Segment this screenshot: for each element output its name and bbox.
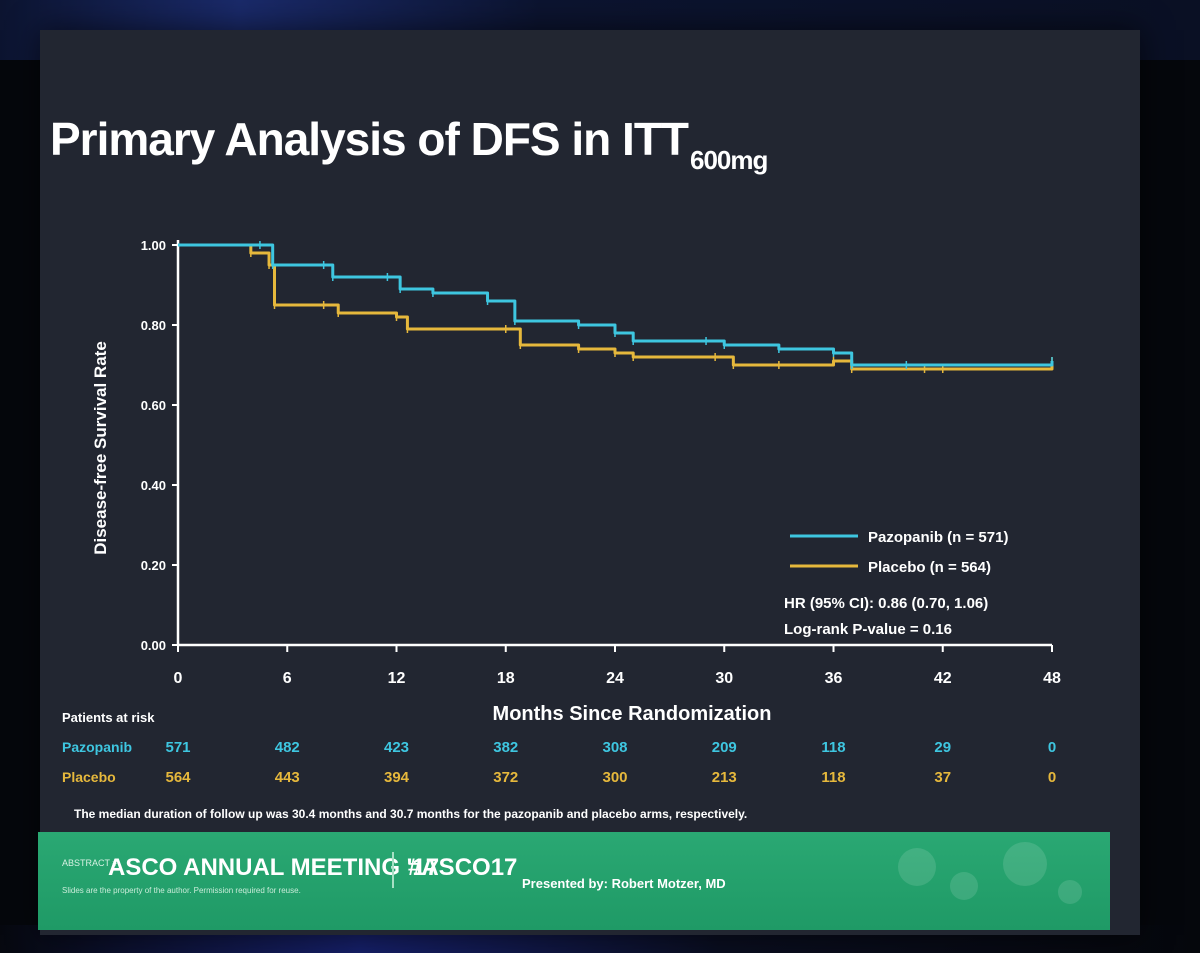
x-tick-label: 48 <box>1043 670 1061 687</box>
x-tick-label: 36 <box>825 670 843 687</box>
footnote: The median duration of follow up was 30.… <box>74 807 747 821</box>
at-risk-count-placebo: 118 <box>821 769 845 786</box>
slide-title-text: Primary Analysis of DFS in ITT <box>50 113 689 165</box>
footer-abstract-label: ABSTRACT # <box>62 858 118 868</box>
at-risk-count-placebo: 372 <box>493 769 518 786</box>
slide-title-subscript: 600mg <box>690 145 768 175</box>
at-risk-count-pazopanib: 482 <box>275 739 300 756</box>
at-risk-count-placebo: 0 <box>1048 769 1056 786</box>
x-tick-label: 24 <box>606 670 624 687</box>
x-tick-label: 12 <box>388 670 406 687</box>
at-risk-count-pazopanib: 118 <box>821 739 845 756</box>
p-value-annotation: Log-rank P-value = 0.16 <box>784 621 952 638</box>
decorative-bubble <box>950 872 978 900</box>
at-risk-count-placebo: 443 <box>275 769 300 786</box>
at-risk-count-placebo: 564 <box>165 769 191 786</box>
decorative-bubble <box>1058 880 1082 904</box>
at-risk-label-pazopanib: Pazopanib <box>62 739 132 755</box>
legend-label-pazopanib: Pazopanib (n = 571) <box>868 529 1008 546</box>
x-tick-label: 0 <box>174 670 183 687</box>
footer-hashtag: #ASCO17 <box>408 854 518 881</box>
y-tick-label: 0.20 <box>141 558 166 573</box>
y-tick-label: 0.00 <box>141 638 166 653</box>
at-risk-count-pazopanib: 308 <box>602 739 627 756</box>
at-risk-count-placebo: 394 <box>384 769 410 786</box>
x-tick-label: 30 <box>715 670 733 687</box>
decorative-bubble <box>1003 842 1047 886</box>
at-risk-count-pazopanib: 423 <box>384 739 409 756</box>
y-tick-label: 1.00 <box>141 238 166 253</box>
footer-meeting-name: ASCO ANNUAL MEETING '17 <box>108 854 440 881</box>
at-risk-count-pazopanib: 571 <box>165 739 190 756</box>
x-tick-label: 42 <box>934 670 952 687</box>
slide-title: Primary Analysis of DFS in ITT600mg <box>50 112 768 176</box>
at-risk-count-placebo: 300 <box>602 769 627 786</box>
footer-presenter: Presented by: Robert Motzer, MD <box>522 876 726 891</box>
presentation-slide <box>40 30 1140 935</box>
at-risk-count-placebo: 37 <box>934 769 951 786</box>
at-risk-count-pazopanib: 29 <box>934 739 951 756</box>
at-risk-count-pazopanib: 0 <box>1048 739 1056 756</box>
at-risk-header: Patients at risk <box>62 710 155 725</box>
at-risk-count-pazopanib: 209 <box>712 739 737 756</box>
x-axis-label: Months Since Randomization <box>493 703 772 725</box>
hazard-ratio-annotation: HR (95% CI): 0.86 (0.70, 1.06) <box>784 595 988 612</box>
footer-separator <box>392 852 394 888</box>
decorative-bubble <box>898 848 936 886</box>
x-tick-label: 18 <box>497 670 515 687</box>
at-risk-count-placebo: 213 <box>712 769 737 786</box>
footer-permission-note: Slides are the property of the author. P… <box>62 886 301 895</box>
y-tick-label: 0.40 <box>141 478 166 493</box>
y-axis-label: Disease-free Survival Rate <box>91 341 110 555</box>
y-tick-label: 0.60 <box>141 398 166 413</box>
y-tick-label: 0.80 <box>141 318 166 333</box>
x-tick-label: 6 <box>283 670 292 687</box>
footer-bar <box>38 832 1110 930</box>
at-risk-label-placebo: Placebo <box>62 769 116 785</box>
at-risk-count-pazopanib: 382 <box>493 739 518 756</box>
legend-label-placebo: Placebo (n = 564) <box>868 559 991 576</box>
